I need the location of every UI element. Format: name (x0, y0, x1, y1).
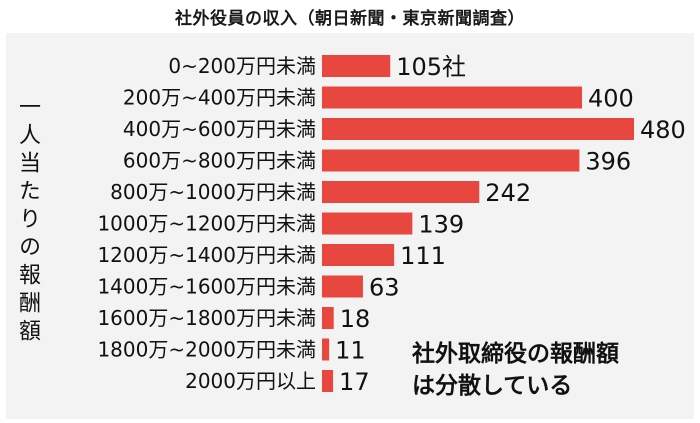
value-label: 396 (585, 148, 631, 176)
category-label: 0~200万円未満 (168, 54, 316, 78)
bar (322, 118, 634, 140)
bar (322, 212, 413, 235)
bar (322, 181, 480, 203)
bar (322, 370, 334, 392)
value-label: 17 (339, 368, 370, 396)
category-label: 1800万~2000万円未満 (97, 338, 316, 362)
value-label: 139 (418, 211, 464, 239)
category-label: 1200万~1400万円未満 (97, 243, 316, 267)
bar (322, 244, 395, 266)
value-label: 400 (588, 85, 634, 113)
bar (322, 86, 582, 109)
bar (322, 55, 391, 77)
chart-annotation: 社外取締役の報酬額 は分散している (412, 338, 619, 402)
value-label: 105社 (396, 53, 466, 81)
category-label: 200万~400万円未満 (123, 86, 316, 110)
category-label: 1400万~1600万円未満 (97, 275, 316, 299)
category-label: 600万~800万円未満 (123, 149, 316, 173)
value-label: 480 (640, 116, 686, 144)
bar (322, 149, 580, 172)
value-label: 11 (335, 337, 366, 365)
category-label: 400万~600万円未満 (123, 117, 316, 141)
category-label: 800万~1000万円未満 (110, 180, 316, 204)
category-label: 2000万円以上 (185, 369, 316, 393)
category-label: 1600万~1800万円未満 (97, 306, 316, 330)
value-label: 111 (400, 242, 446, 270)
bar (322, 307, 334, 329)
value-label: 63 (369, 274, 400, 302)
bar (322, 275, 363, 298)
category-label: 1000万~1200万円未満 (97, 212, 316, 236)
y-axis-label: 一人当たりの報酬額 (15, 95, 40, 347)
bar (322, 338, 330, 361)
chart-title: 社外役員の収入（朝日新聞・東京新聞調査） (175, 9, 525, 29)
value-label: 242 (485, 179, 531, 207)
value-label: 18 (340, 305, 371, 333)
annotation-line-2: は分散している (412, 373, 573, 399)
annotation-line-1: 社外取締役の報酬額 (412, 341, 619, 367)
